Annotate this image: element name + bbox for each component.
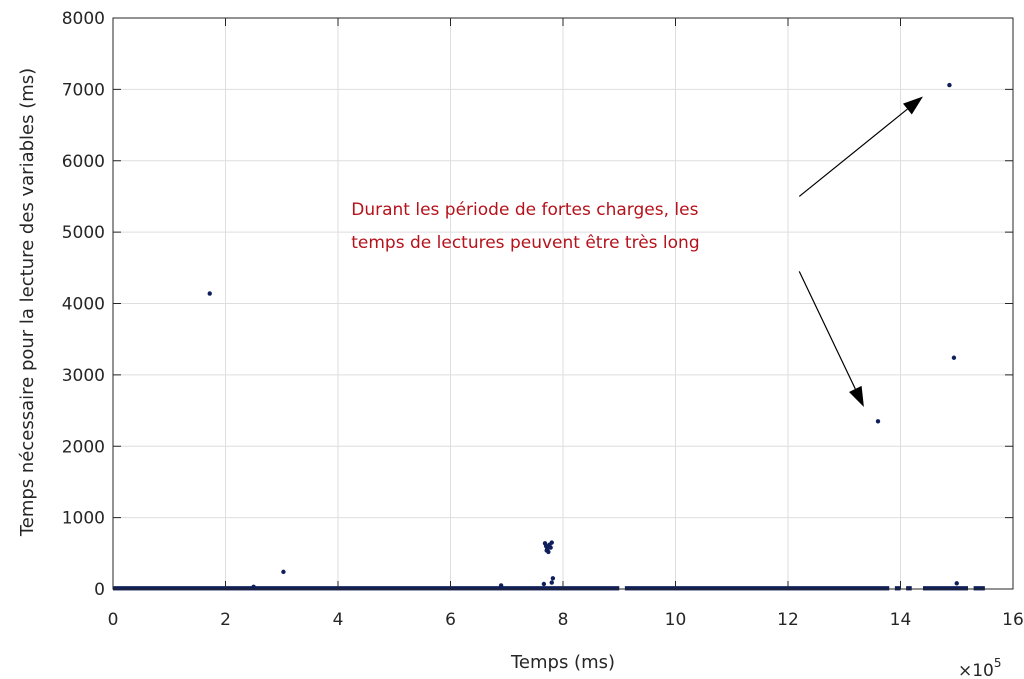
baseline-points	[973, 586, 985, 591]
data-point	[951, 355, 957, 360]
annotation-text: Durant les période de fortes charges, le…	[351, 200, 698, 220]
baseline-points	[894, 586, 901, 591]
x-tick-label: 14	[890, 610, 912, 630]
x-tick-label: 2	[220, 610, 231, 630]
x-tick-label: 10	[665, 610, 687, 630]
data-point	[541, 581, 547, 587]
x-tick-label: 6	[445, 610, 456, 630]
y-tick-label: 7000	[62, 80, 105, 100]
data-point	[550, 576, 556, 581]
annotation-arrow-shaft	[798, 108, 908, 197]
data-point	[875, 419, 881, 424]
baseline-points	[923, 586, 968, 591]
y-axis: 0 1000 2000 3000 4000 5000 6000 7000 8000	[62, 9, 1013, 600]
grid	[112, 17, 1014, 590]
x-tick-label: 12	[777, 610, 799, 630]
data-point	[498, 583, 504, 588]
x-tick-label: 0	[108, 610, 119, 630]
y-tick-label: 6000	[62, 152, 105, 172]
y-tick-label: 1000	[62, 509, 105, 529]
x-axis-multiplier: ×105	[958, 656, 1002, 679]
annotation-text: temps de lectures peuvent être très long	[351, 233, 699, 253]
y-tick-label: 8000	[62, 9, 105, 29]
annotation-arrow-head	[903, 96, 923, 115]
data-point	[251, 584, 256, 590]
data-point	[544, 548, 549, 553]
x-tick-label: 16	[1002, 610, 1024, 630]
data-point	[954, 581, 959, 586]
y-axis-label: Temps nécessaire pour la lecture des var…	[17, 68, 38, 537]
data-point	[947, 82, 952, 88]
y-tick-label: 0	[94, 580, 105, 600]
x-tick-label: 4	[333, 610, 344, 630]
data-point	[546, 543, 552, 548]
baseline-points	[113, 586, 620, 591]
x-axis: 0 2 4 6 8 10 12 14 16	[108, 18, 1024, 630]
data-point	[207, 291, 212, 296]
baseline-points	[906, 586, 912, 591]
data-point	[281, 569, 286, 575]
annotation-arrow-shaft	[798, 271, 856, 390]
y-tick-label: 5000	[62, 223, 105, 243]
annotation-arrow-head	[849, 385, 864, 407]
baseline-points	[624, 586, 890, 591]
x-axis-label: Temps (ms)	[510, 652, 615, 673]
data-point	[549, 580, 554, 585]
data-points	[113, 82, 985, 591]
annotation: Durant les période de fortes charges, le…	[351, 96, 923, 407]
x-tick-label: 8	[558, 610, 569, 630]
y-tick-label: 3000	[62, 366, 105, 386]
y-tick-label: 4000	[62, 295, 105, 315]
y-tick-label: 2000	[62, 437, 105, 457]
data-point	[549, 540, 554, 545]
